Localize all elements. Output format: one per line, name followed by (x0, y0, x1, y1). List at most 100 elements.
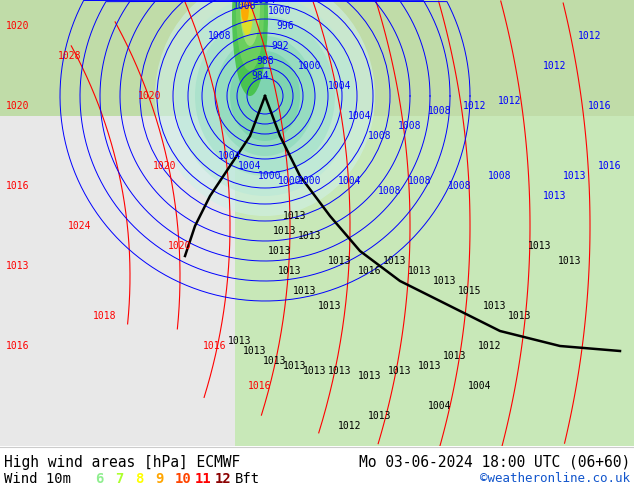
Text: 11: 11 (195, 472, 212, 486)
Text: 7: 7 (115, 472, 124, 486)
Text: 1013: 1013 (294, 286, 317, 296)
Text: 1012: 1012 (498, 96, 522, 106)
Ellipse shape (240, 0, 260, 46)
Text: 1000: 1000 (258, 171, 281, 181)
Text: 1012: 1012 (339, 421, 362, 431)
Text: 1012: 1012 (543, 61, 567, 71)
Text: 1004: 1004 (238, 161, 262, 171)
Text: 1013: 1013 (559, 256, 582, 266)
Text: 1008: 1008 (448, 181, 472, 191)
Text: 988: 988 (256, 56, 274, 66)
Text: 1000: 1000 (268, 6, 292, 16)
Text: 1013: 1013 (283, 361, 307, 371)
Text: 1016: 1016 (6, 341, 30, 351)
Text: 1013: 1013 (483, 301, 507, 311)
Text: 1008: 1008 (408, 176, 432, 186)
Ellipse shape (215, 36, 315, 156)
Text: 1013: 1013 (328, 366, 352, 376)
Text: 1004: 1004 (428, 401, 452, 411)
Text: 1015: 1015 (458, 286, 482, 296)
Text: 1000: 1000 (278, 176, 302, 186)
Ellipse shape (232, 0, 268, 96)
Text: 1013: 1013 (318, 301, 342, 311)
Text: 1004: 1004 (218, 151, 242, 161)
Text: 1004: 1004 (469, 381, 492, 391)
Text: 1013: 1013 (508, 311, 532, 321)
Text: 1013: 1013 (298, 231, 321, 241)
Text: 1013: 1013 (368, 411, 392, 421)
Text: 1028: 1028 (58, 51, 82, 61)
Text: 1013: 1013 (563, 171, 586, 181)
Text: 1013: 1013 (443, 351, 467, 361)
Text: 1020: 1020 (168, 241, 191, 251)
Text: 1016: 1016 (588, 101, 612, 111)
Text: Mo 03-06-2024 18:00 UTC (06+60): Mo 03-06-2024 18:00 UTC (06+60) (359, 455, 630, 470)
Ellipse shape (175, 0, 355, 196)
Text: Wind 10m: Wind 10m (4, 472, 71, 486)
Text: 1012: 1012 (463, 101, 487, 111)
Ellipse shape (195, 16, 335, 176)
Text: 1008: 1008 (428, 106, 452, 116)
Ellipse shape (155, 0, 375, 216)
Text: 1013: 1013 (263, 356, 287, 366)
Text: 1020: 1020 (6, 21, 30, 31)
Text: 1013: 1013 (328, 256, 352, 266)
Ellipse shape (236, 0, 264, 71)
Text: 6: 6 (95, 472, 103, 486)
Text: 1013: 1013 (228, 336, 252, 346)
Text: 1008: 1008 (488, 171, 512, 181)
Text: 1004: 1004 (328, 81, 352, 91)
Text: 1013: 1013 (358, 371, 382, 381)
Text: 1013: 1013 (243, 346, 267, 356)
Text: 1000: 1000 (298, 176, 321, 186)
Text: 1013: 1013 (283, 211, 307, 221)
FancyBboxPatch shape (235, 0, 634, 446)
Text: 1018: 1018 (93, 311, 117, 321)
Text: 1013: 1013 (543, 191, 567, 201)
Text: 1013: 1013 (528, 241, 552, 251)
Text: 984: 984 (251, 71, 269, 81)
Text: 1016: 1016 (204, 341, 227, 351)
Text: 1004: 1004 (339, 176, 362, 186)
Text: 1012: 1012 (478, 341, 501, 351)
Text: 1016: 1016 (6, 181, 30, 191)
Text: 1013: 1013 (278, 266, 302, 276)
Text: 1008: 1008 (233, 1, 257, 11)
Text: 992: 992 (271, 41, 289, 51)
Text: 1016: 1016 (598, 161, 622, 171)
Text: 1013: 1013 (268, 246, 292, 256)
Text: 1020: 1020 (6, 101, 30, 111)
Text: 8: 8 (135, 472, 143, 486)
Text: 1020: 1020 (138, 91, 162, 101)
Text: 10: 10 (175, 472, 191, 486)
Text: 1004: 1004 (253, 0, 277, 5)
Text: 9: 9 (155, 472, 164, 486)
FancyBboxPatch shape (0, 0, 634, 116)
Text: 1000: 1000 (298, 61, 321, 71)
Text: 1013: 1013 (273, 226, 297, 236)
Ellipse shape (241, 0, 253, 36)
Text: 1008: 1008 (398, 121, 422, 131)
Ellipse shape (230, 51, 300, 141)
Text: 1024: 1024 (68, 221, 92, 231)
Text: 1004: 1004 (348, 111, 372, 121)
Text: High wind areas [hPa] ECMWF: High wind areas [hPa] ECMWF (4, 455, 240, 470)
Text: 1013: 1013 (303, 366, 327, 376)
Text: 1012: 1012 (578, 31, 602, 41)
Text: 1013: 1013 (6, 261, 30, 271)
Text: 1008: 1008 (208, 31, 232, 41)
Text: 1008: 1008 (378, 186, 402, 196)
Text: 1013: 1013 (418, 361, 442, 371)
Text: ©weatheronline.co.uk: ©weatheronline.co.uk (480, 472, 630, 485)
Text: 1008: 1008 (368, 131, 392, 141)
Text: 1016: 1016 (249, 381, 272, 391)
Text: 1013: 1013 (433, 276, 456, 286)
Text: 1013: 1013 (388, 366, 411, 376)
Text: 1016: 1016 (358, 266, 382, 276)
Text: Bft: Bft (235, 472, 260, 486)
Text: 12: 12 (215, 472, 232, 486)
Text: 1013: 1013 (408, 266, 432, 276)
Ellipse shape (241, 0, 249, 23)
Text: 996: 996 (276, 21, 294, 31)
Text: 1020: 1020 (153, 161, 177, 171)
